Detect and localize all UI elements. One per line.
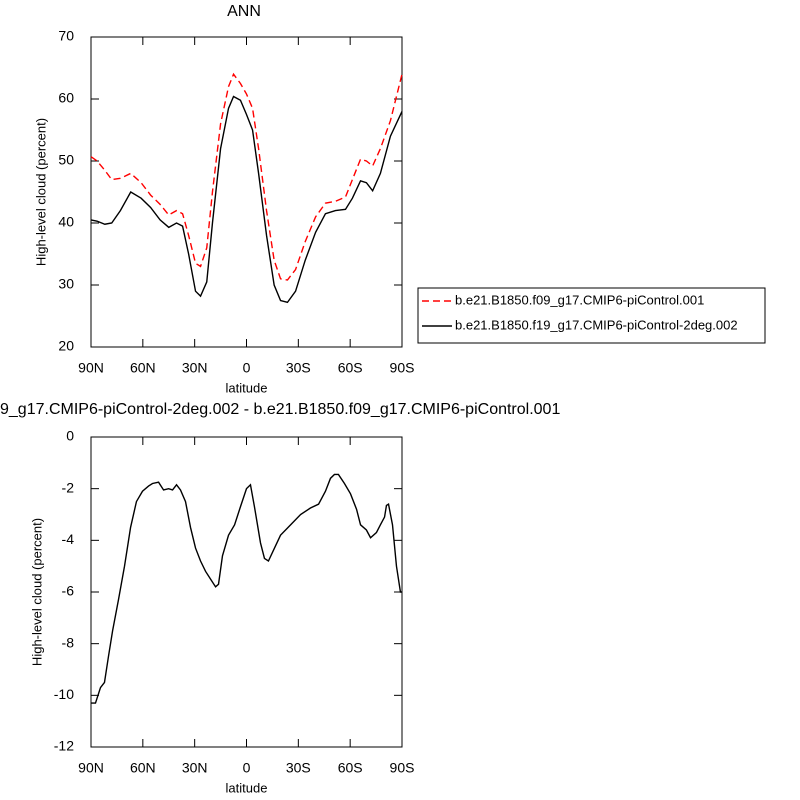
legend: b.e21.B1850.f09_g17.CMIP6-piControl.001b… (417, 287, 766, 344)
x-tick-label: 90S (390, 760, 415, 776)
x-tick-label: 90S (390, 360, 415, 376)
y-tick-label: -4 (62, 531, 75, 547)
x-tick-label: 60N (130, 760, 156, 776)
x-tick-label: 0 (243, 760, 251, 776)
y-tick-label: 0 (66, 428, 74, 444)
chart: ANN 20 30 40 50 60 70 90N 60N 30N 0 30S 60S 90S latitu… (33, 3, 414, 395)
x-axis-label: latitude (226, 780, 268, 795)
y-tick-label: -12 (54, 738, 74, 754)
x-tick-label: 90N (78, 360, 104, 376)
chart-title: ANN (227, 3, 261, 20)
y-axis-label: High-level cloud (percent) (33, 118, 48, 266)
y-tick-label: -10 (54, 686, 74, 702)
legend-label: b.e21.B1850.f19_g17.CMIP6-piControl-2deg… (455, 317, 738, 332)
y-tick-label: 30 (58, 276, 74, 292)
x-tick-label: 60S (338, 760, 363, 776)
x-tick-label: 30N (182, 360, 208, 376)
y-tick-label: 70 (58, 28, 74, 44)
x-tick-label: 30S (286, 760, 311, 776)
y-tick-label: -6 (62, 583, 75, 599)
y-tick-label: -2 (62, 479, 75, 495)
y-axis-label: High-level cloud (percent) (29, 518, 44, 666)
data-line (91, 473, 402, 704)
chart: 9_g17.CMIP6-piControl-2deg.002 - b.e21.B… (0, 401, 560, 795)
x-tick-label: 90N (78, 760, 104, 776)
x-tick-label: 60N (130, 360, 156, 376)
y-tick-label: 40 (58, 214, 74, 230)
legend-box (417, 287, 766, 344)
data-line (90, 95, 403, 304)
x-tick-label: 30S (286, 360, 311, 376)
y-tick-label: 20 (58, 338, 74, 354)
y-tick-label: 60 (58, 90, 74, 106)
x-axis-label: latitude (226, 380, 268, 395)
plot-frame (90, 436, 403, 748)
chart-title: 9_g17.CMIP6-piControl-2deg.002 - b.e21.B… (0, 401, 560, 418)
x-tick-label: 0 (243, 360, 251, 376)
y-tick-label: 50 (58, 152, 74, 168)
y-tick-label: -8 (62, 634, 75, 650)
x-tick-label: 60S (338, 360, 363, 376)
legend-label: b.e21.B1850.f09_g17.CMIP6-piControl.001 (455, 292, 704, 307)
data-line (90, 72, 403, 281)
x-tick-label: 30N (182, 760, 208, 776)
